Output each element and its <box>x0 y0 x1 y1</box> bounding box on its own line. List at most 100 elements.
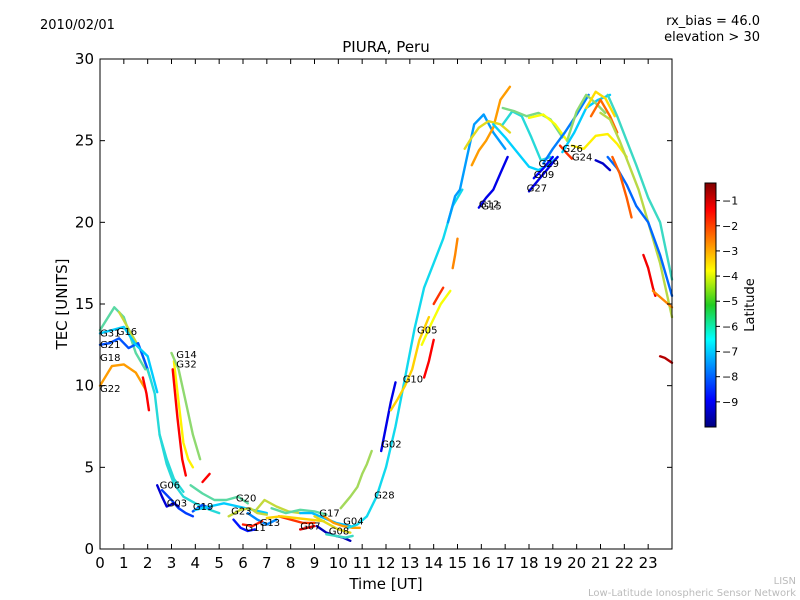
tec-track-13 <box>201 472 211 484</box>
colorbar-label: Latitude <box>743 278 758 332</box>
x-tick-label: 21 <box>591 554 610 572</box>
satellite-label: G27 <box>527 183 547 194</box>
colorbar <box>704 182 717 428</box>
tec-track-23 <box>277 515 316 525</box>
tec-track-35 <box>422 338 435 379</box>
x-tick-label: 18 <box>519 554 538 572</box>
tec-track-62 <box>651 289 674 309</box>
satellite-label: G29 <box>539 159 559 170</box>
satellite-label: G28 <box>374 490 394 501</box>
satellite-label: G22 <box>100 384 120 395</box>
colorbar-tick-label: −5 <box>722 295 738 308</box>
tec-track-42 <box>477 155 509 209</box>
x-tick-label: 6 <box>238 554 248 572</box>
satellite-label: G15 <box>481 201 501 212</box>
satellite-label: G18 <box>100 353 120 364</box>
y-tick-label: 0 <box>84 540 94 558</box>
satellite-label: G02 <box>381 440 401 451</box>
tec-track-55 <box>570 132 628 159</box>
tec-track-28 <box>313 515 352 534</box>
satellite-label: G16 <box>117 327 137 338</box>
tec-track-17 <box>227 507 268 518</box>
tec-track-56 <box>599 111 674 319</box>
tec-track-25 <box>299 524 316 531</box>
x-tick-label: 4 <box>191 554 201 572</box>
elevation-label: elevation > 30 <box>664 30 760 45</box>
satellite-label: G21 <box>100 340 120 351</box>
colorbar-tick-label: −3 <box>722 245 738 258</box>
tec-track-53 <box>585 90 616 118</box>
tec-track-33 <box>380 381 397 453</box>
x-tick-label: 15 <box>448 554 467 572</box>
tec-track-63 <box>658 355 674 364</box>
colorbar-tick-label: −7 <box>722 346 738 359</box>
tec-track-8 <box>155 484 180 508</box>
x-tick-label: 23 <box>639 554 658 572</box>
y-tick-label: 20 <box>75 213 94 231</box>
x-tick-label: 1 <box>119 554 129 572</box>
tec-track-41 <box>463 119 512 151</box>
satellite-label: G32 <box>176 360 196 371</box>
x-tick-label: 19 <box>543 554 562 572</box>
x-tick-label: 22 <box>615 554 634 572</box>
tec-track-20 <box>241 520 264 528</box>
tec-track-49 <box>542 93 590 165</box>
x-tick-label: 10 <box>329 554 348 572</box>
y-axis-label: TEC [UNITS] <box>53 259 71 351</box>
x-axis: 0 1 2 3 4 5 6 7 8 9 10 11 12 13 14 15 16 17 18 19 20 21 22 23 <box>95 59 658 572</box>
x-tick-label: 12 <box>376 554 395 572</box>
satellite-label: G03 <box>167 499 187 510</box>
colorbar-tick-label: −4 <box>722 270 738 283</box>
satellite-label: G26 <box>562 144 582 155</box>
tec-track-52 <box>565 93 607 142</box>
tec-track-60 <box>611 155 633 219</box>
tec-track-37 <box>420 289 452 346</box>
x-tick-label: 16 <box>472 554 491 572</box>
tec-track-43 <box>501 110 552 162</box>
x-tick-label: 3 <box>167 554 177 572</box>
satellite-label: G14 <box>176 350 196 361</box>
org-short: LISN <box>773 576 796 587</box>
y-axis: 0 5 10 15 20 25 30 <box>75 50 672 558</box>
colorbar-tick-label: −9 <box>722 396 738 409</box>
satellite-label: G08 <box>329 526 349 537</box>
satellite-label: G06 <box>160 481 180 492</box>
satellite-label: G24 <box>572 152 592 163</box>
y-tick-label: 25 <box>75 132 94 150</box>
tec-track-40 <box>470 85 512 167</box>
tec-track-36 <box>432 286 445 306</box>
data-series <box>98 85 674 542</box>
tec-track-0 <box>98 306 147 371</box>
tec-track-10 <box>172 360 195 469</box>
satellite-label: G20 <box>236 494 256 505</box>
tec-track-24 <box>265 515 326 523</box>
x-tick-label: 14 <box>424 554 443 572</box>
colorbar-tick-label: −8 <box>722 371 738 384</box>
tec-track-7 <box>160 489 195 518</box>
tec-track-9 <box>158 433 221 515</box>
satellite-label: G17 <box>319 508 339 519</box>
tec-track-48 <box>532 155 554 180</box>
colorbar-ticks: −9 −8 −7 −6 −5 −4 −3 −2 −1 <box>716 195 738 409</box>
colorbar-tick-label: −6 <box>722 320 738 333</box>
y-tick-label: 30 <box>75 50 94 68</box>
y-tick-label: 10 <box>75 377 94 395</box>
tec-track-45 <box>527 113 569 142</box>
x-tick-label: 2 <box>143 554 153 572</box>
x-tick-label: 8 <box>286 554 296 572</box>
satellite-label: G10 <box>403 374 423 385</box>
x-tick-label: 17 <box>496 554 515 572</box>
tec-track-12 <box>170 351 202 461</box>
x-tick-label: 11 <box>353 554 372 572</box>
tec-track-54 <box>589 98 619 134</box>
satellite-label: G19 <box>193 502 213 513</box>
x-tick-label: 13 <box>400 554 419 572</box>
tec-track-4 <box>98 363 147 391</box>
satellite-label: G05 <box>417 325 437 336</box>
satellite-label: G12 <box>479 200 499 211</box>
x-axis-label: Time [UT] <box>348 575 422 593</box>
x-tick-label: 7 <box>262 554 272 572</box>
x-tick-label: 20 <box>567 554 586 572</box>
